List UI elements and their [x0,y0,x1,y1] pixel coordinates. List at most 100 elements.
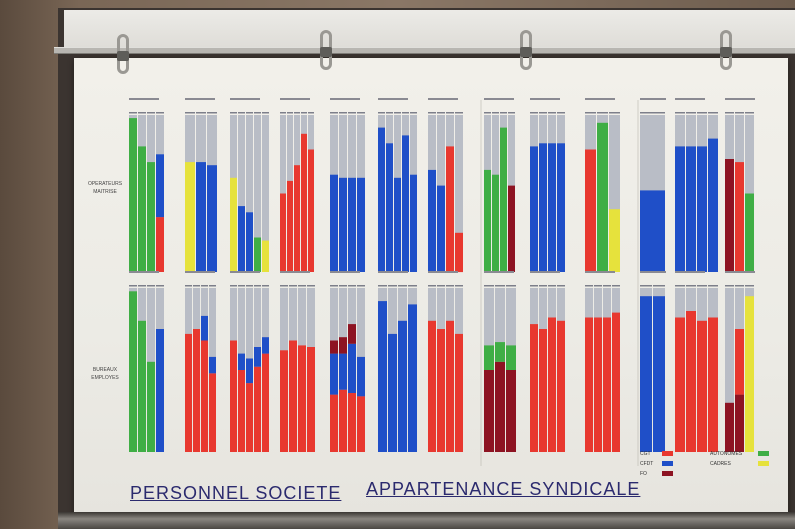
bar-segment-cfdt [428,169,436,272]
binder-ring [117,34,129,74]
group-header-mark [185,98,215,100]
title-right: APPARTENANCE SYNDICALE [366,479,641,499]
bar-segment-cgt [339,389,347,452]
bar-segment-cgt [294,165,300,272]
bar-tick [640,112,665,114]
bar-tick [330,112,338,114]
bar-tick [508,112,515,114]
bar-tick [147,285,155,287]
bar-tick [697,112,707,114]
bar-segment-autonomes [500,127,507,272]
bar-tick [557,112,565,114]
bar-tick [388,285,397,287]
bar-segment-autonomes [492,174,499,272]
bar-tick [408,285,417,287]
bar-tick [530,112,538,114]
bar-tick [446,285,454,287]
bar-segment-fo [330,340,338,354]
bar-segment-cadres [185,162,195,272]
bar-tick [289,285,297,287]
row-label-bureaux: BUREAUX EMPLOYES [91,367,119,381]
bar-segment-cfdt [348,343,356,393]
bar-tick [402,112,409,114]
bar-segment-autonomes [254,237,261,272]
bar-segment-autonomes [484,169,491,272]
bar-segment-cadres [230,177,237,272]
bar-segment-cgt [735,162,744,272]
bar-segment-cfdt [246,212,253,272]
legend-entry: AUTONOMES [710,451,769,457]
bar-segment-cfdt [437,185,445,272]
legend-swatch [662,471,673,476]
bar-segment-autonomes [138,146,146,272]
group-header-mark [585,271,615,273]
bar-segment-cgt [612,312,620,452]
bar-segment-cgt [289,340,297,452]
bar-segment-cfdt [408,304,417,452]
bar-segment-cgt [230,340,237,452]
bar-segment-cfdt [398,320,407,452]
bar-segment-cgt [437,329,445,452]
bar-segment-cfdt [196,162,206,272]
bar-segment-cgt [686,311,696,452]
bar-segment-cfdt [262,337,269,354]
bar-segment-cfdt [386,143,393,272]
row-label-operateurs: OPERATEURS MAITRISE [87,181,123,195]
bar-tick [301,112,307,114]
bar-tick [455,285,463,287]
bar-tick [437,285,445,287]
bar-segment-fo [348,324,356,344]
bar-segment-autonomes [506,345,516,370]
binder-ring [320,30,332,70]
bar-tick [230,285,237,287]
bar-segment-cgt [330,394,338,452]
bar-segment-cfdt [548,143,556,272]
bar-segment-cfdt [357,356,365,397]
bar-segment-cadres [745,296,754,452]
bar-tick [594,285,602,287]
bar-tick [697,285,707,287]
bar-tick [653,285,665,287]
group-header-mark [530,98,560,100]
bar-segment-autonomes [129,291,137,452]
bar-tick [725,112,734,114]
bar-tick [539,112,547,114]
bar-tick [398,285,407,287]
bar-tick [530,285,538,287]
legend-label: AUTONOMES [710,451,743,457]
bar-tick [129,112,137,114]
bar-tick [585,285,593,287]
bar-background [725,288,734,452]
bar-tick [378,285,387,287]
group-header-mark [484,98,514,100]
bar-tick [201,285,208,287]
group-header-mark [330,271,360,273]
bar-segment-fo [506,370,516,452]
bar-segment-cgt [675,317,685,452]
bar-tick [280,112,286,114]
group-header-mark [230,271,260,273]
bar-tick [246,112,253,114]
legend-swatch [662,461,673,466]
bar-tick [492,112,499,114]
bar-segment-cfdt [156,329,164,452]
bar-tick [603,285,611,287]
bar-tick [548,285,556,287]
bar-segment-cgt [301,133,307,272]
group-header-mark [585,98,615,100]
group-header-mark [428,271,458,273]
bar-segment-cfdt [330,174,338,272]
bar-segment-cadres [262,240,269,272]
bar-tick [386,112,393,114]
bar-tick [557,285,565,287]
group-header-mark [129,98,159,100]
bar-segment-cgt [446,320,454,452]
bar-tick [308,112,314,114]
bar-tick [745,285,754,287]
foreground-edge [58,512,795,529]
bar-segment-cgt [446,146,454,272]
bar-segment-cfdt [339,353,347,390]
bar-tick [357,112,365,114]
bar-segment-cfdt [246,358,253,384]
